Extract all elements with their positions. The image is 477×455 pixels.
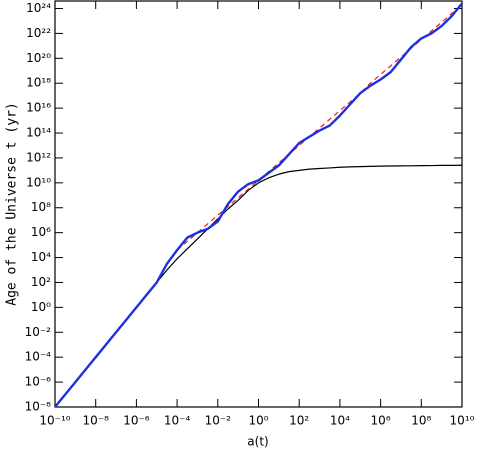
x-tick-label: 10⁻⁶ [123,414,150,428]
y-tick-label: 10⁻⁸ [25,400,52,414]
y-tick-label: 10⁻² [25,325,52,339]
y-tick-label: 10¹⁶ [26,101,51,115]
y-tick-label: 10² [31,275,51,289]
series-line [55,164,462,407]
x-tick-label: 10⁴ [330,414,350,428]
y-tick-label: 10⁻⁴ [25,350,52,364]
y-tick-label: 10¹² [26,150,51,164]
x-tick-label: 10⁻¹⁰ [39,414,70,428]
x-tick-label: 10² [289,414,309,428]
x-tick-label: 10⁶ [371,414,391,428]
x-axis-label: a(t) [247,435,268,449]
series-line [55,2,462,407]
y-tick-label: 10²² [26,26,51,40]
plot-frame [54,0,463,408]
x-tick-label: 10⁸ [411,414,431,428]
y-tick-label: 10⁻⁶ [25,375,52,389]
y-tick-label: 10⁴ [31,250,51,264]
x-tick-label: 10¹⁰ [450,414,475,428]
y-tick-label: 10⁸ [31,200,51,214]
x-tick-label: 10⁻⁸ [82,414,109,428]
x-tick-label: 10⁻² [205,414,232,428]
x-tick-label: 10⁻⁴ [164,414,191,428]
y-tick-label: 10¹⁴ [26,126,51,140]
y-tick-label: 10²⁴ [26,1,51,15]
y-tick-label: 10⁰ [31,300,51,314]
y-tick-label: 10²⁰ [26,51,51,65]
y-tick-label: 10⁶ [31,225,51,239]
y-axis-label: Age of the Universe t (yr) [5,102,20,306]
y-tick-label: 10¹⁸ [26,76,51,90]
x-tick-label: 10⁰ [248,414,268,428]
y-tick-label: 10¹⁰ [26,175,51,189]
